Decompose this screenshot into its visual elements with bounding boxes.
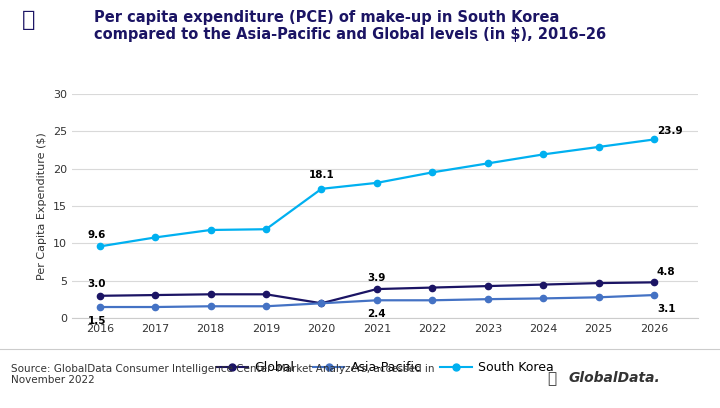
Text: 1.5: 1.5 — [88, 316, 106, 326]
Y-axis label: Per Capita Expenditure ($): Per Capita Expenditure ($) — [37, 132, 48, 280]
Text: Source: GlobalData Consumer Intelligence Center–Market Analyzers, accessed in
No: Source: GlobalData Consumer Intelligence… — [11, 364, 434, 385]
Text: 23.9: 23.9 — [657, 126, 683, 136]
Text: GlobalData.: GlobalData. — [569, 371, 660, 385]
Text: Per capita expenditure (PCE) of make-up in South Korea: Per capita expenditure (PCE) of make-up … — [94, 10, 559, 25]
Text: compared to the Asia-Pacific and Global levels (in $), 2016–26: compared to the Asia-Pacific and Global … — [94, 27, 606, 42]
Text: ⓘ: ⓘ — [22, 10, 35, 30]
Text: 3.1: 3.1 — [657, 304, 675, 314]
Text: 3.9: 3.9 — [368, 273, 386, 283]
Legend: Global, Asia-Pacific, South Korea: Global, Asia-Pacific, South Korea — [212, 356, 559, 379]
Text: 3.0: 3.0 — [88, 279, 106, 289]
Text: 9.6: 9.6 — [88, 230, 106, 240]
Text: 4.8: 4.8 — [657, 267, 675, 277]
Text: 2.4: 2.4 — [368, 309, 386, 319]
Text: 18.1: 18.1 — [309, 170, 334, 180]
Text: ⓘ: ⓘ — [547, 371, 557, 386]
